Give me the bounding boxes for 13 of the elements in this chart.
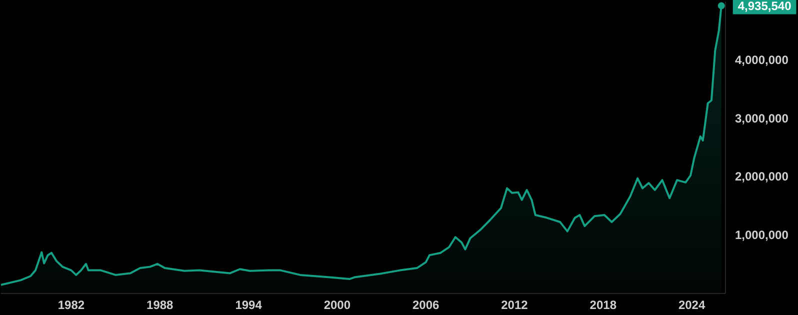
x-tick-label: 1994 [235, 298, 262, 312]
x-tick-label: 2000 [324, 298, 351, 312]
y-tick-label: 2,000,000 [735, 170, 789, 184]
x-tick-label: 2018 [590, 298, 617, 312]
x-tick-label: 2012 [501, 298, 528, 312]
y-tick-label: 4,000,000 [735, 53, 789, 68]
x-tick-label: 2006 [412, 298, 440, 312]
y-tick-label: 1,000,000 [735, 228, 789, 242]
data-label: 4,935,540 [738, 0, 792, 13]
x-tick-label: 2024 [678, 298, 706, 312]
x-tick-label: 1988 [146, 298, 174, 312]
x-tick-label: 1982 [58, 298, 85, 312]
y-tick-label: 3,000,000 [735, 111, 789, 126]
